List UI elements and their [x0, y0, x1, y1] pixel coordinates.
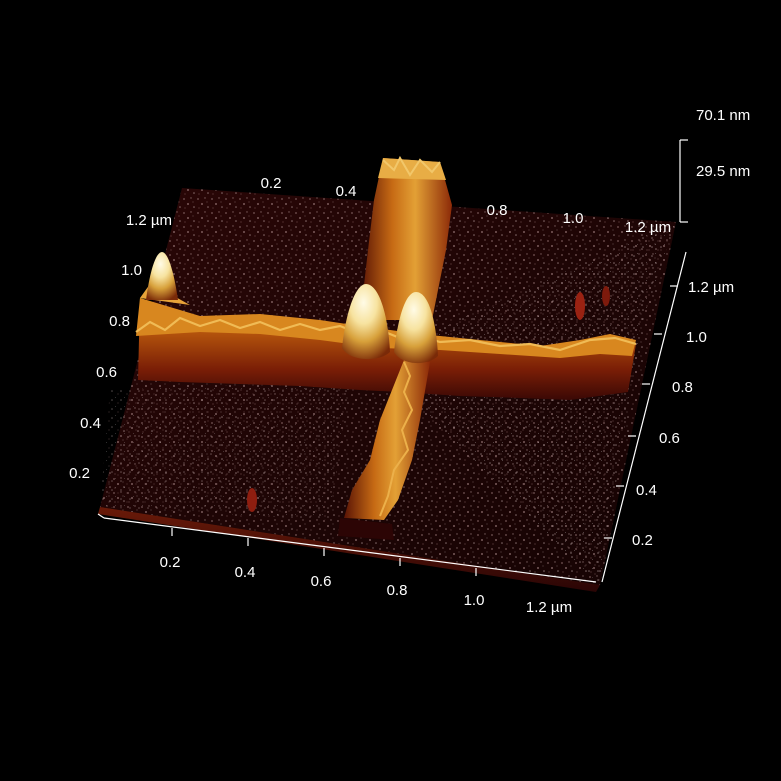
axis-frame [103, 139, 688, 583]
front-x-tick-label: 1.2 µm [526, 599, 572, 616]
front-x-axis-ticks: 0.2 0.4 0.6 0.8 1.0 1.2 µm [97, 513, 572, 616]
back-x-tick-label: 1.2 µm [625, 219, 671, 236]
left-y-tick-label: 0.4 [80, 415, 101, 432]
right-y-tick-label: 0.2 [632, 532, 653, 549]
z-axis-mid-label: 29.5 nm [696, 163, 750, 180]
left-y-tick-label: 1.2 µm [126, 212, 172, 229]
front-x-tick-label: 0.8 [387, 582, 408, 599]
left-y-tick-label: 0.8 [109, 313, 130, 330]
back-x-tick-label: 0.8 [487, 202, 508, 219]
left-y-tick-label: 0.6 [96, 364, 117, 381]
back-x-tick-label: 0.4 [336, 183, 357, 200]
left-y-axis-ticks: 0.2 0.4 0.6 0.8 1.0 1.2 µm [69, 212, 172, 482]
right-y-tick-label: 1.2 µm [688, 279, 734, 296]
right-y-tick-label: 1.0 [686, 329, 707, 346]
back-x-axis-ticks: 0.2 0.4 0.8 1.0 1.2 µm [261, 175, 672, 236]
front-x-tick-label: 0.6 [311, 573, 332, 590]
right-y-tick-label: 0.8 [672, 379, 693, 396]
front-x-tick-mark [97, 513, 105, 519]
vertical-ridge-back [360, 155, 452, 320]
front-x-tick-label: 0.2 [160, 554, 181, 571]
back-x-tick-label: 1.0 [563, 210, 584, 227]
vertical-ridge-front [338, 360, 430, 540]
peaks [146, 252, 610, 512]
back-x-tick-label: 0.2 [261, 175, 282, 192]
front-x-tick-label: 0.4 [235, 564, 256, 581]
left-y-tick-label: 0.2 [69, 465, 90, 482]
front-x-tick-label: 1.0 [464, 592, 485, 609]
left-y-tick-label: 1.0 [121, 262, 142, 279]
right-y-tick-label: 0.6 [659, 430, 680, 447]
z-axis-max-label: 70.1 nm [696, 107, 750, 124]
right-y-tick-label: 0.4 [636, 482, 657, 499]
right-y-axis-ticks: 0.2 0.4 0.6 0.8 1.0 1.2 µm [604, 279, 734, 549]
